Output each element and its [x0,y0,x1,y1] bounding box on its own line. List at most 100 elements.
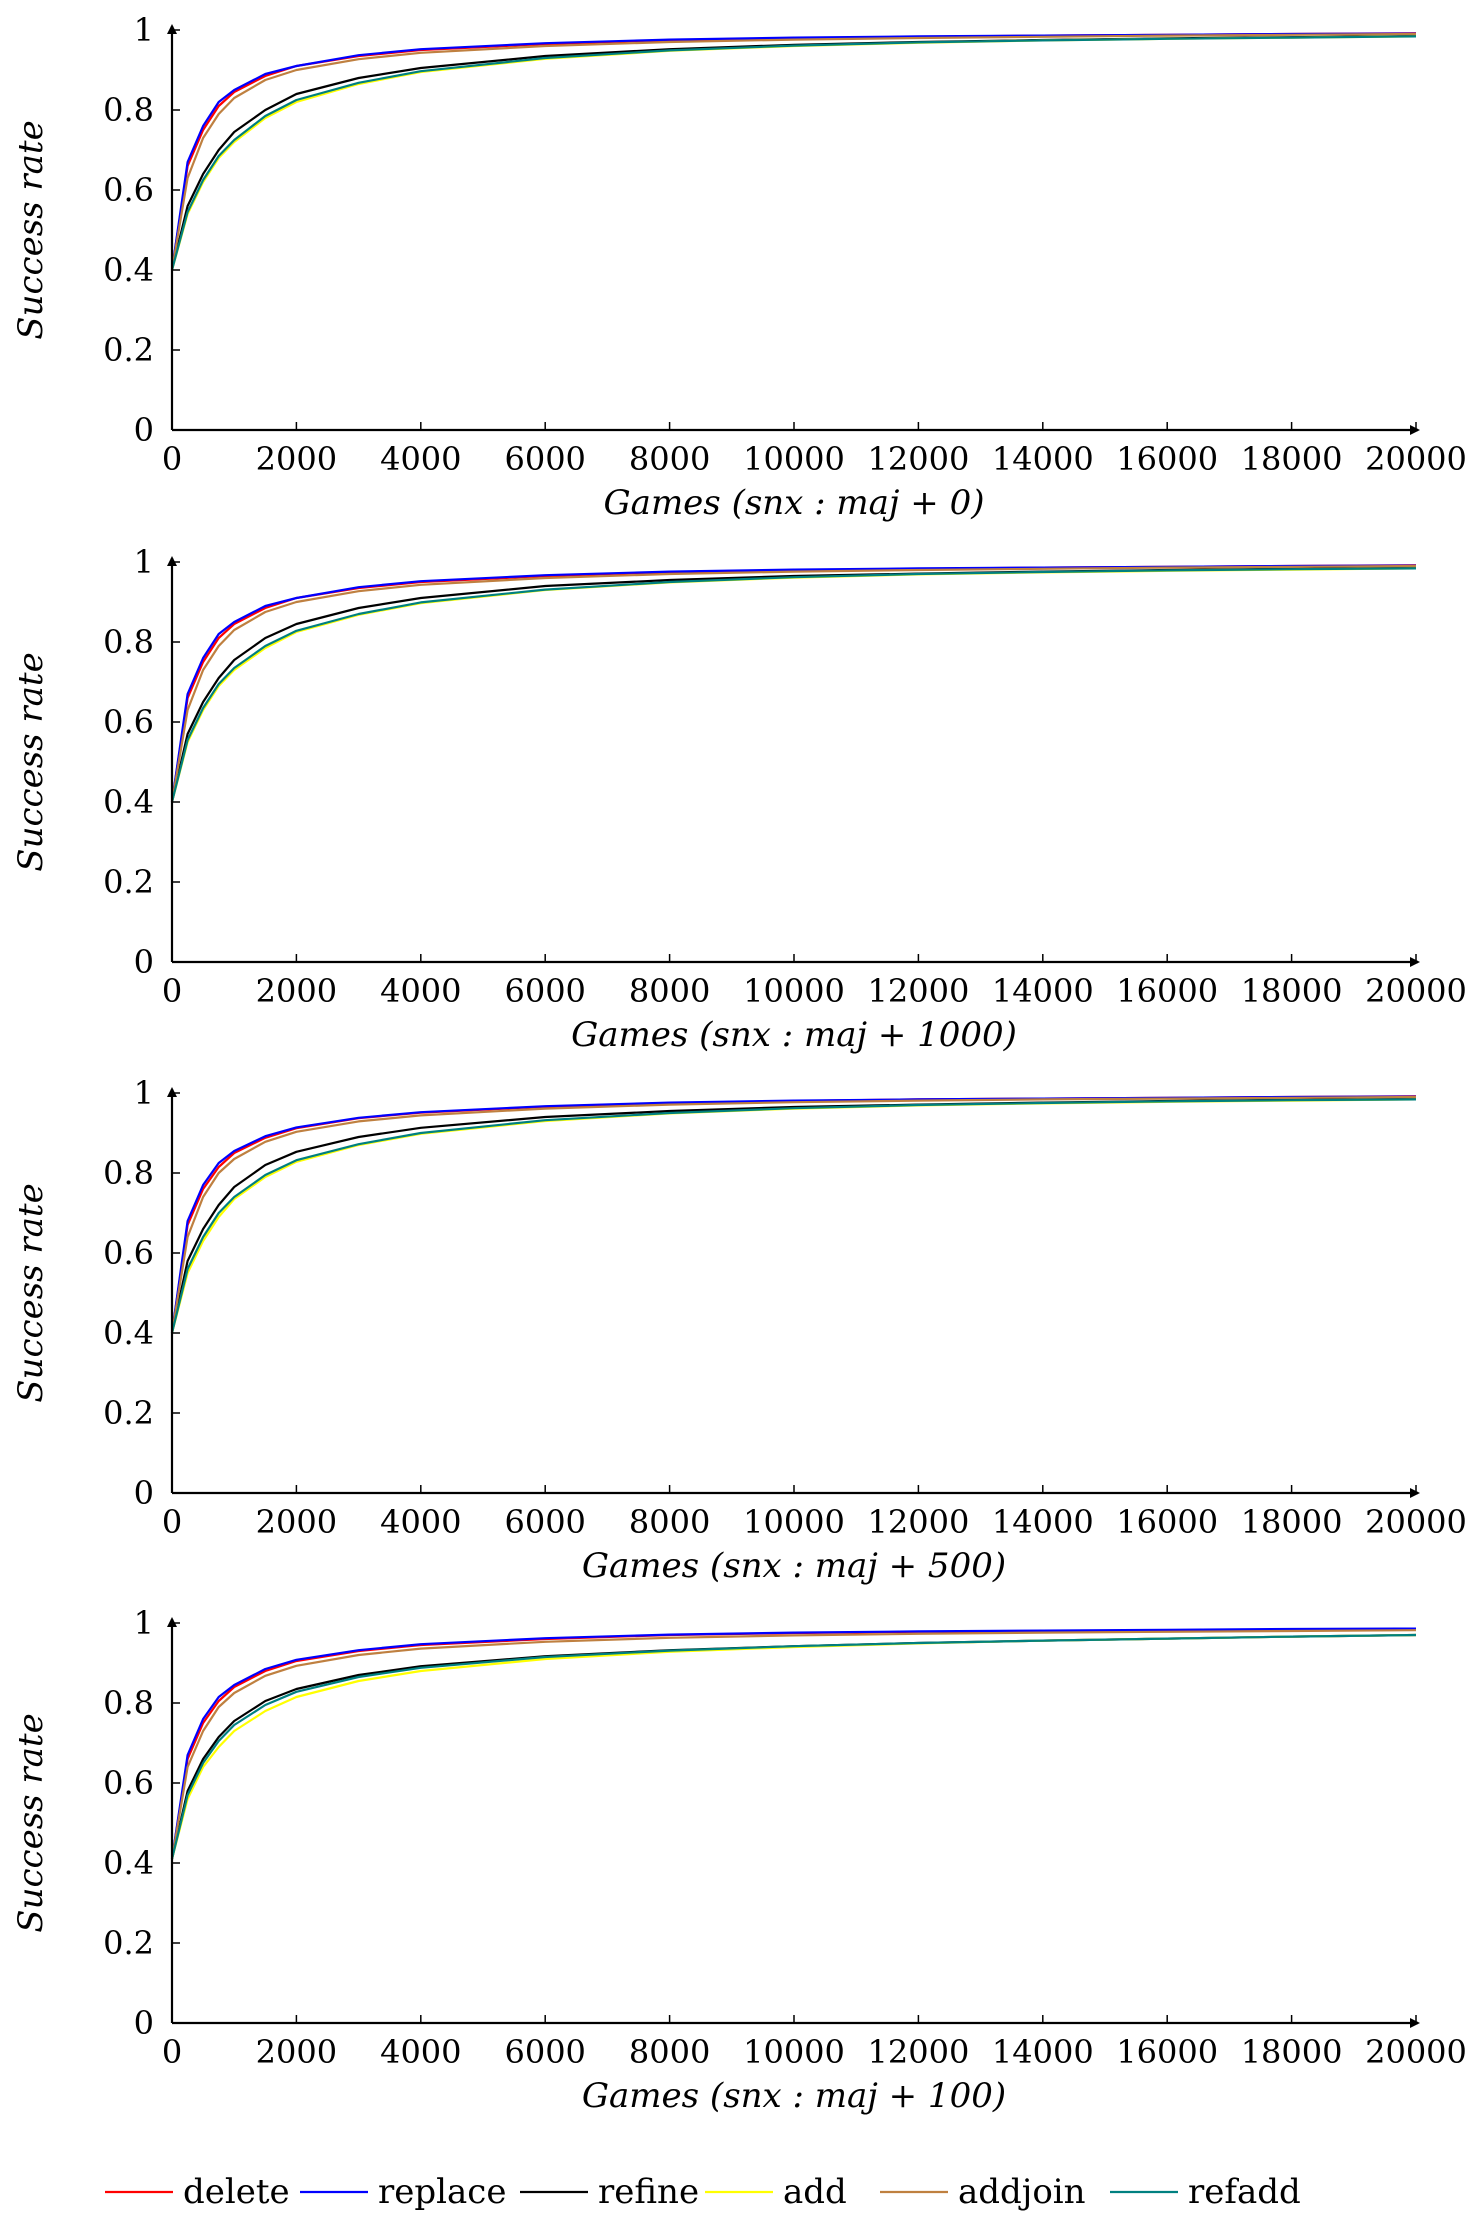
x-tick-label: 16000 [1116,1503,1218,1541]
x-tick-label: 8000 [629,972,710,1010]
legend-item-replace: replace [300,2172,506,2212]
x-axis-title: Games (snx : maj + 1000) [571,1015,1017,1055]
x-tick-label: 14000 [992,1503,1094,1541]
legend-item-add: add [705,2172,847,2212]
y-tick-label: 0.8 [103,623,154,661]
y-tick-label: 0 [134,943,154,981]
y-tick-label: 0 [134,411,154,449]
chart-panel-1: 0 2000 4000 6000 8000 10000 12000 14000 16000 180… [11,11,1467,523]
x-tick-label: 4000 [380,1503,461,1541]
legend-item-delete: delete [105,2172,290,2212]
x-tick-label: 6000 [504,2033,585,2071]
series-line-add [170,567,1417,803]
y-tick-label: 1 [134,1604,154,1642]
x-tick-label: 6000 [504,440,585,478]
chart-panels: 0 2000 4000 6000 8000 10000 12000 14000 16000 180… [11,11,1467,2116]
y-tick-label: 0.2 [103,863,154,901]
y-tick-label: 0.8 [103,1154,154,1192]
x-tick-label: 12000 [868,972,970,1010]
x-tick-label: 14000 [992,2033,1094,2071]
series-line-refadd [170,1098,1417,1334]
series-line-refine [170,1097,1417,1334]
y-tick-label: 0.8 [103,91,154,129]
x-tick-label: 14000 [992,440,1094,478]
y-tick-label: 0.6 [103,1234,154,1272]
legend-label: refine [598,2172,699,2212]
y-tick-label: 1 [134,543,154,581]
series-line-replace [170,564,1417,803]
x-tick-label: 10000 [743,1503,845,1541]
legend-item-refadd: refadd [1110,2172,1301,2212]
y-axis-title: Success rate [11,1713,51,1932]
series-line-refadd [170,1633,1417,1860]
series-line-refine [170,566,1417,803]
series-line-delete [170,1095,1417,1334]
legend-label: addjoin [958,2172,1086,2212]
y-tick-label: 0.6 [103,1764,154,1802]
x-tick-label: 10000 [743,2033,845,2071]
series-line-refadd [170,567,1417,803]
series-line-delete [170,32,1417,271]
x-tick-label: 8000 [629,1503,710,1541]
y-tick-label: 0 [134,2004,154,2042]
legend-label: add [783,2172,847,2212]
y-tick-label: 0.4 [103,1314,154,1352]
x-tick-label: 2000 [256,2033,337,2071]
series-line-refine [170,34,1417,271]
x-tick-label: 18000 [1241,1503,1343,1541]
x-tick-label: 2000 [256,972,337,1010]
x-tick-label: 4000 [380,2033,461,2071]
series-line-delete [170,1627,1417,1860]
x-tick-label: 16000 [1116,2033,1218,2071]
y-tick-label: 0.4 [103,1844,154,1882]
legend: delete replace refine add addjoin refadd [105,2172,1301,2212]
x-tick-label: 16000 [1116,440,1218,478]
x-tick-label: 6000 [504,1503,585,1541]
x-tick-label: 0 [162,972,182,1010]
series-line-add [170,1633,1417,1860]
x-tick-label: 12000 [868,1503,970,1541]
legend-label: refadd [1188,2172,1301,2212]
x-tick-label: 8000 [629,440,710,478]
y-axis-title: Success rate [11,1183,51,1402]
x-tick-label: 12000 [868,440,970,478]
x-tick-label: 20000 [1365,440,1467,478]
y-tick-label: 0.2 [103,1924,154,1962]
x-tick-label: 4000 [380,440,461,478]
x-tick-label: 18000 [1241,2033,1343,2071]
series-line-addjoin [170,1629,1417,1860]
x-tick-label: 12000 [868,2033,970,2071]
x-tick-label: 18000 [1241,440,1343,478]
y-axis-title: Success rate [11,652,51,871]
x-tick-label: 20000 [1365,2033,1467,2071]
chart-panel-3: 0 2000 4000 6000 8000 10000 12000 14000 16000 180… [11,1074,1467,1586]
x-axis-title: Games (snx : maj + 100) [582,2076,1006,2116]
series-line-delete [170,564,1417,803]
y-tick-label: 1 [134,1074,154,1112]
x-tick-label: 0 [162,1503,182,1541]
x-tick-label: 16000 [1116,972,1218,1010]
x-tick-label: 2000 [256,1503,337,1541]
chart-panel-2: 0 2000 4000 6000 8000 10000 12000 14000 16000 180… [11,543,1467,1055]
series-line-add [170,1098,1417,1334]
x-tick-label: 0 [162,440,182,478]
y-tick-label: 0 [134,1474,154,1512]
x-axis-title: Games (snx : maj + 500) [582,1546,1006,1586]
x-tick-label: 0 [162,2033,182,2071]
y-tick-label: 1 [134,11,154,49]
x-tick-label: 8000 [629,2033,710,2071]
legend-item-addjoin: addjoin [880,2172,1086,2212]
legend-item-refine: refine [520,2172,699,2212]
y-tick-label: 0.4 [103,783,154,821]
x-tick-label: 18000 [1241,972,1343,1010]
series-line-refine [170,1633,1417,1860]
chart-panel-4: 0 2000 4000 6000 8000 10000 12000 14000 16000 180… [11,1604,1467,2116]
series-line-addjoin [170,564,1417,803]
series-line-addjoin [170,1095,1417,1334]
x-axis-title: Games (snx : maj + 0) [604,483,985,523]
y-tick-label: 0.2 [103,1394,154,1432]
x-tick-label: 14000 [992,972,1094,1010]
y-tick-label: 0.6 [103,171,154,209]
x-tick-label: 10000 [743,972,845,1010]
series-line-addjoin [170,32,1417,271]
